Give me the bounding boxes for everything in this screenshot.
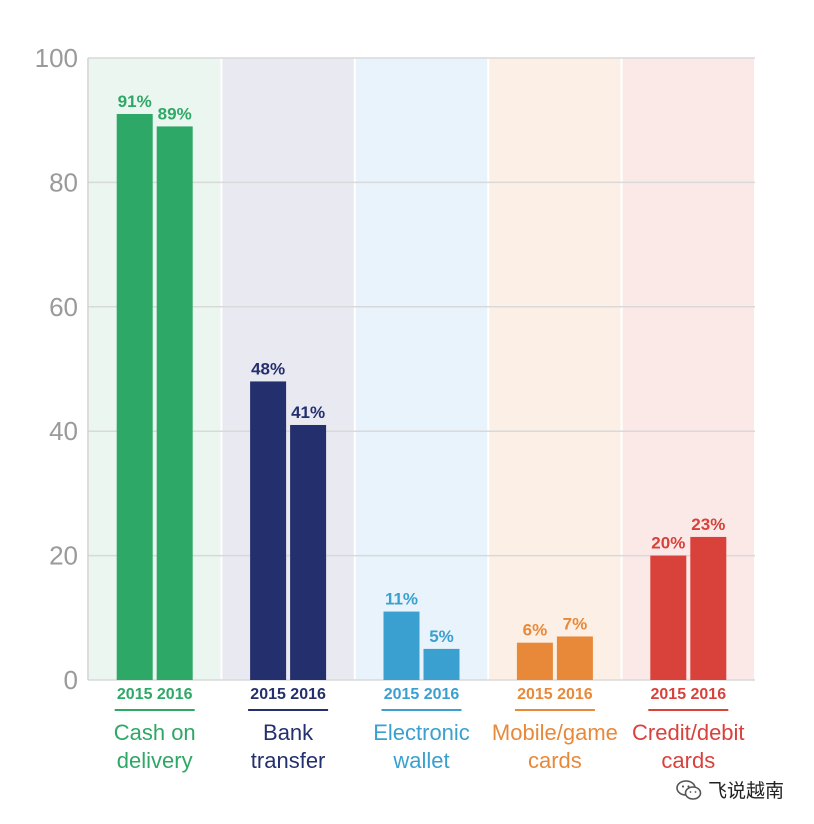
bar xyxy=(650,555,687,680)
data-label: 41% xyxy=(291,403,325,422)
data-label: 89% xyxy=(158,104,192,123)
data-label: 5% xyxy=(429,627,454,646)
bars xyxy=(116,113,727,681)
x-tick-label: 2015 xyxy=(250,686,286,703)
bar xyxy=(290,424,327,680)
category-label: transfer xyxy=(251,748,326,773)
category-backgrounds xyxy=(89,58,754,680)
y-tick-label: 20 xyxy=(49,541,78,571)
bar xyxy=(690,536,727,680)
category-band xyxy=(89,58,221,680)
data-label: 7% xyxy=(563,614,588,633)
category-label: Credit/debit xyxy=(632,720,745,745)
y-axis: 0 20 40 60 80 100 xyxy=(35,43,89,695)
x-tick-label: 2016 xyxy=(290,686,326,703)
category-label: cards xyxy=(528,748,582,773)
y-tick-label: 40 xyxy=(49,416,78,446)
category-label: cards xyxy=(661,748,715,773)
x-tick-label: 2015 xyxy=(651,686,687,703)
x-tick-label: 2015 xyxy=(384,686,420,703)
x-tick-label: 2015 xyxy=(517,686,553,703)
bar xyxy=(516,642,553,680)
x-tick-label: 2016 xyxy=(691,686,727,703)
data-label: 6% xyxy=(523,621,548,640)
data-label: 11% xyxy=(385,590,418,609)
bar xyxy=(383,611,420,680)
category-band xyxy=(489,58,621,680)
category-band xyxy=(222,58,354,680)
gridlines xyxy=(88,57,755,681)
y-tick-label: 0 xyxy=(64,665,78,695)
category-label: delivery xyxy=(117,748,193,773)
watermark-text: 飞说越南 xyxy=(708,780,785,802)
data-label: 20% xyxy=(651,534,685,553)
y-tick-label: 80 xyxy=(49,167,78,197)
data-label: 48% xyxy=(251,359,285,378)
data-label: 23% xyxy=(691,515,725,534)
bar xyxy=(116,113,153,681)
bar xyxy=(423,648,460,680)
category-label: Bank xyxy=(263,720,314,745)
category-label: Electronic xyxy=(373,720,470,745)
x-tick-label: 2016 xyxy=(157,686,193,703)
category-label: Mobile/game xyxy=(492,720,618,745)
category-label: Cash on xyxy=(114,720,196,745)
y-tick-label: 100 xyxy=(35,43,78,73)
x-tick-label: 2016 xyxy=(424,686,460,703)
x-tick-label: 2015 xyxy=(117,686,153,703)
y-tick-label: 60 xyxy=(49,292,78,322)
x-tick-label: 2016 xyxy=(557,686,593,703)
labels: 91% 2015 89% 2016 Cash on delivery 48% 2015 41% 2… xyxy=(114,92,745,773)
bar xyxy=(556,636,593,680)
wechat-icon xyxy=(676,779,702,800)
bar xyxy=(250,381,287,680)
bar xyxy=(156,126,193,681)
category-band xyxy=(355,58,488,680)
category-band xyxy=(622,58,754,680)
category-label: wallet xyxy=(392,748,449,773)
data-label: 91% xyxy=(118,92,152,111)
watermark: 飞说越南 xyxy=(676,776,784,803)
